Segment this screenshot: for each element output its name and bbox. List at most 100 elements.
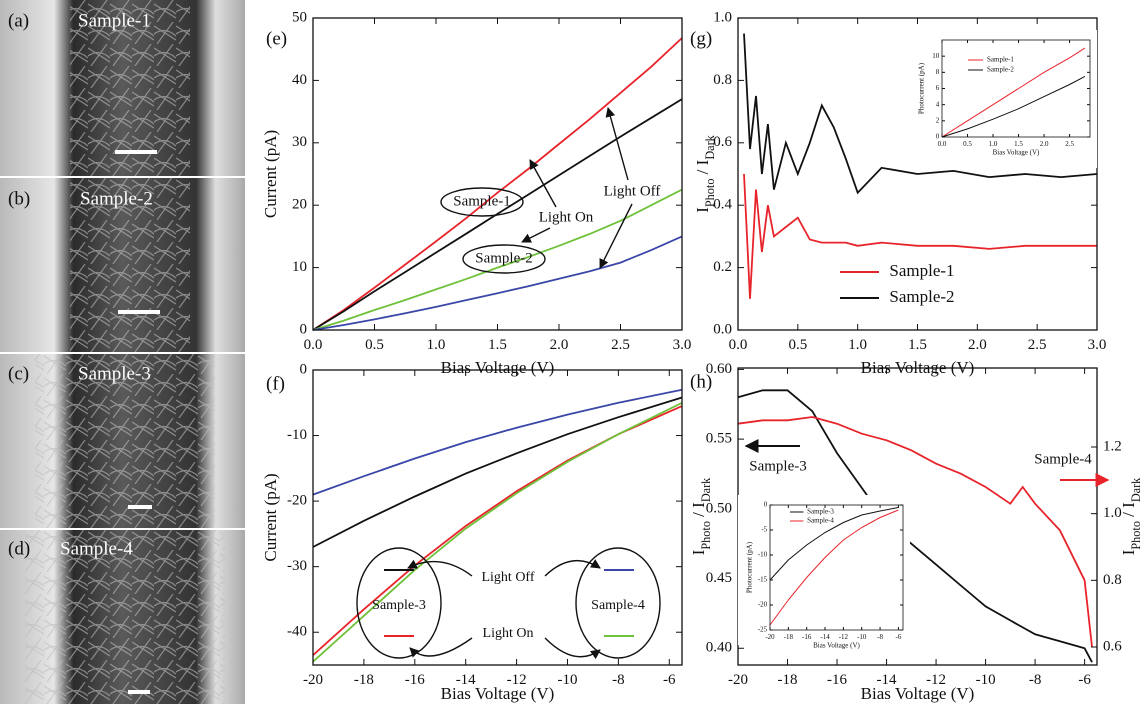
data-line [312, 188, 683, 331]
x-tick-label: 2.0 [968, 337, 987, 353]
x-axis-label: Bias Voltage (V) [813, 642, 860, 650]
panel-title: Sample-3 [78, 363, 151, 384]
y-tick-label: -20 [287, 493, 307, 509]
y-axis-label-part: Photo [703, 179, 717, 208]
y-tick-label: 0.2 [713, 259, 732, 275]
y-tick-label: 1.0 [713, 9, 732, 25]
x-tick-label: 1.0 [427, 337, 446, 353]
x-tick-label: -14 [456, 672, 476, 688]
legend-label: Sample-1 [889, 261, 954, 280]
panel-title: Sample-4 [60, 538, 133, 559]
x-tick-label: 0.5 [963, 140, 972, 148]
y-tick-label: -10 [287, 427, 307, 443]
inset-background [905, 30, 1097, 168]
data-line [312, 405, 683, 656]
annotation: Sample-3 [372, 598, 426, 613]
x-tick-label: -20 [765, 633, 775, 641]
y-tick-label: 0 [764, 501, 768, 509]
panel-label: (g) [690, 28, 712, 49]
data-line [312, 98, 683, 331]
y-tick-label: 0.55 [706, 431, 732, 447]
annotation-shape [605, 107, 629, 181]
y-axis-label: IPhoto / IDark [689, 477, 713, 555]
y-tick-label: 0 [300, 361, 308, 377]
panel-label: (c) [8, 363, 29, 384]
legend-label: Sample-2 [987, 66, 1014, 74]
y-tick-label: 20 [292, 197, 307, 213]
annotation: Light Off [481, 570, 534, 585]
sem-panel: (c) Sample-3 [0, 354, 245, 528]
annotation-shape [544, 637, 601, 660]
x-tick-label: 2.5 [611, 337, 630, 353]
x-tick-label: 0.5 [365, 337, 384, 353]
y-axis-label-part: I [693, 207, 712, 213]
x-tick-label: -18 [778, 672, 798, 688]
y-tick-label: 50 [292, 9, 307, 25]
y-axis-label-part: I [689, 549, 708, 555]
x-tick-label: 1.0 [989, 140, 998, 148]
chart: -20 -18 -16 -14 -12 -10 -8 -6 -40 -30 -20 -10 0 Bias … [261, 361, 683, 703]
panel-label: (b) [8, 188, 30, 209]
x-tick-label: -14 [877, 672, 897, 688]
annotation-shape [544, 559, 601, 577]
annotation: Sample-4 [591, 598, 645, 613]
annotation: Sample-1 [453, 193, 511, 209]
annotation: Light Off [604, 183, 661, 199]
x-axis-label: Bias Voltage (V) [993, 149, 1040, 157]
y-tick-label: 0 [300, 321, 308, 337]
x-tick-label: -18 [784, 633, 794, 641]
annotation-shape [409, 637, 473, 658]
y-axis-label-part: / I [689, 502, 708, 521]
x-tick-label: 1.0 [848, 337, 867, 353]
data-line [769, 507, 899, 581]
legend-label: Sample-4 [807, 517, 834, 525]
data-line [737, 416, 1093, 648]
x-tick-label: -20 [728, 672, 748, 688]
x-tick-label: 2.0 [550, 337, 569, 353]
data-line [737, 389, 1093, 663]
y-tick-label: 2 [936, 116, 940, 124]
x-axis-label: Bias Voltage (V) [441, 358, 555, 377]
panel-label: (e) [266, 28, 287, 49]
x-tick-label: -12 [507, 672, 527, 688]
x-tick-label: -16 [405, 672, 425, 688]
y-tick-label: -5 [761, 526, 767, 534]
x-axis-label: Bias Voltage (V) [861, 684, 975, 703]
x-tick-label: -12 [839, 633, 849, 641]
y-tick-label: -40 [287, 624, 307, 640]
y-tick-label: 0 [936, 133, 940, 141]
panel-title: Sample-2 [80, 188, 153, 209]
chart: -20 -18 -16 -14 -12 -10 -8 -6 0.40 0.45 0.50 0.55 0.… [689, 361, 1143, 703]
data-line [312, 396, 683, 548]
x-tick-label: -6 [663, 672, 676, 688]
y-tick-label: 0.6 [713, 134, 732, 150]
y2-tick-label: 1.2 [1103, 438, 1122, 454]
x-tick-label: -10 [976, 672, 996, 688]
y-tick-label: 0.40 [706, 640, 732, 656]
x-tick-label: 1.5 [1014, 140, 1023, 148]
chart: 0.0 0.5 1.0 1.5 2.0 2.5 3.0 0 10 20 30 40 50 Bias Vol… [261, 9, 691, 377]
y-tick-label: -10 [758, 551, 768, 559]
plot-frame [312, 369, 683, 666]
y-tick-label: 0.60 [706, 361, 732, 377]
x-tick-label: 0.5 [788, 337, 807, 353]
data-line [941, 47, 1086, 138]
y-tick-label: -30 [287, 558, 307, 574]
y-axis-label: Current (pA) [261, 130, 280, 218]
panel-label: (d) [8, 538, 30, 559]
x-tick-label: 1.5 [908, 337, 927, 353]
x-tick-label: -12 [926, 672, 946, 688]
x-tick-label: -8 [612, 672, 625, 688]
annotation-shape [599, 203, 633, 269]
annotation-shape [575, 547, 661, 659]
y-tick-label: 6 [936, 84, 940, 92]
annotation-shape [529, 159, 557, 208]
annotation: Sample-3 [749, 458, 807, 474]
x-tick-label: 0.0 [304, 337, 323, 353]
y-tick-label: 0.4 [713, 197, 732, 213]
data-line [941, 75, 1086, 138]
x-tick-label: 0.0 [938, 140, 947, 148]
x-tick-label: -8 [877, 633, 883, 641]
panel-label: (a) [8, 10, 29, 31]
